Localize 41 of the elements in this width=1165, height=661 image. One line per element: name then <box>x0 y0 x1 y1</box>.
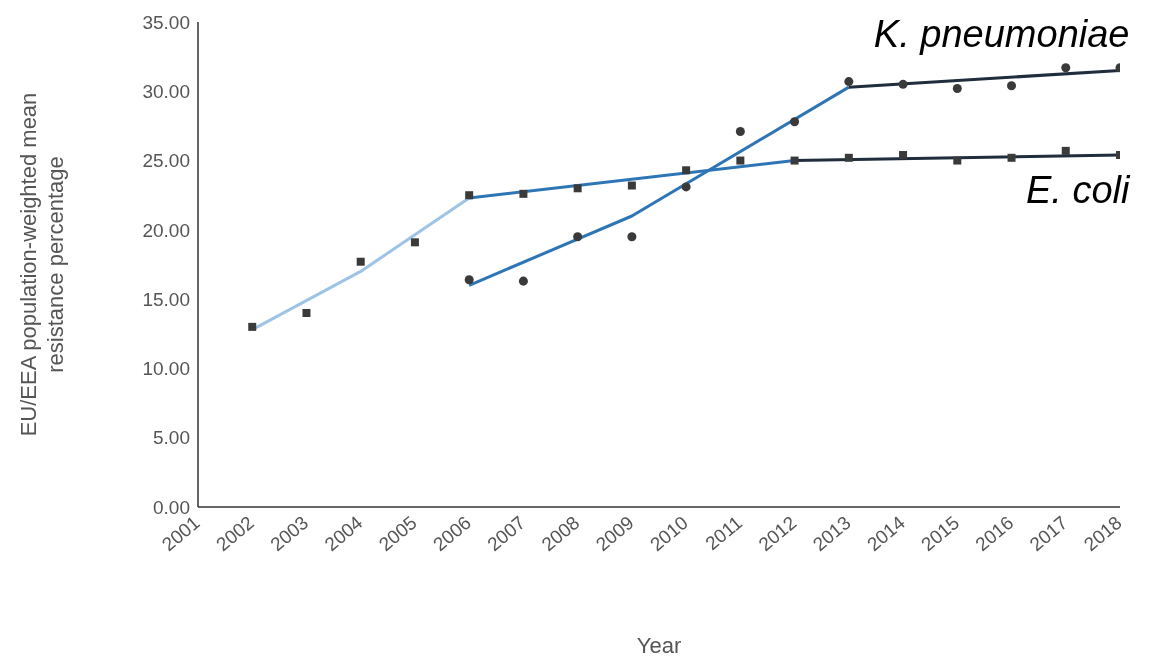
point <box>519 189 528 198</box>
point <box>518 276 528 286</box>
point <box>790 156 799 165</box>
point <box>681 182 691 192</box>
point <box>465 191 474 200</box>
y-tick-label: 35.00 <box>142 11 190 33</box>
point <box>844 153 853 162</box>
series-label: E. coli <box>1026 168 1132 211</box>
series-label: K. pneumoniae <box>873 13 1130 56</box>
point <box>953 156 962 165</box>
y-tick-label: 5.00 <box>153 427 190 449</box>
x-tick-label: 2011 <box>701 511 747 555</box>
point <box>464 275 474 285</box>
point <box>573 184 582 193</box>
y-tick-label: 0.00 <box>153 496 190 518</box>
point <box>952 84 962 94</box>
point <box>1007 153 1016 162</box>
point <box>898 79 908 89</box>
point <box>844 77 854 87</box>
y-tick-label: 10.00 <box>142 358 190 380</box>
point <box>248 322 257 331</box>
point <box>1061 63 1071 73</box>
point <box>790 117 800 127</box>
point <box>573 232 583 242</box>
point <box>302 309 311 317</box>
y-tick-label: 20.00 <box>142 219 190 241</box>
point <box>682 166 691 175</box>
point <box>899 151 908 160</box>
point <box>356 257 365 266</box>
y-tick-label: 25.00 <box>142 150 190 172</box>
point <box>627 232 637 242</box>
x-axis-title: Year <box>636 633 682 658</box>
point <box>1007 81 1017 91</box>
y-tick-label: 30.00 <box>142 81 190 103</box>
point <box>1061 146 1070 155</box>
y-axis-title: EU/EEA population-weighted mean resistance percentage <box>16 92 68 437</box>
point <box>627 181 636 190</box>
point <box>735 126 745 136</box>
point <box>410 238 419 247</box>
y-tick-label: 15.00 <box>142 288 190 310</box>
point <box>736 156 745 165</box>
